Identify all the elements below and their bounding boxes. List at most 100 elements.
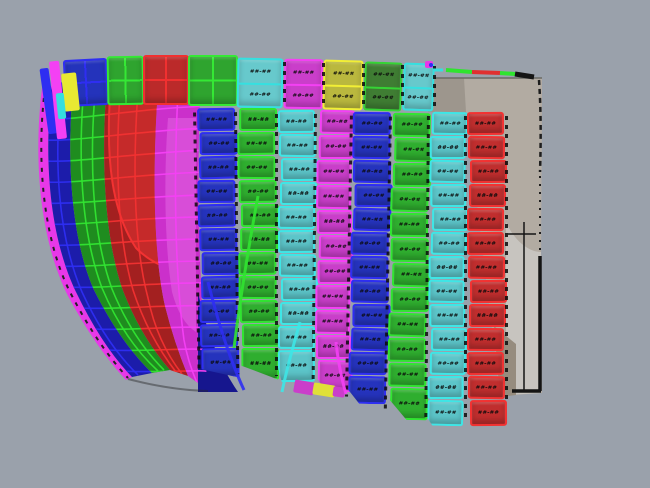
plate[interactable]: ##-## xyxy=(428,279,465,304)
plate[interactable]: ##-## xyxy=(200,275,240,300)
plate[interactable]: ##-## xyxy=(237,155,276,180)
band-plate-lower-cell[interactable]: ##-## xyxy=(239,83,281,107)
band-plate-lower-cell[interactable]: ##-## xyxy=(286,84,321,108)
plate[interactable]: ##-## xyxy=(352,207,392,232)
plate[interactable]: ##-## xyxy=(241,348,279,380)
plate[interactable]: ##-## xyxy=(467,375,506,400)
deck-blob-blue[interactable] xyxy=(429,63,433,67)
plate[interactable]: ##-## xyxy=(469,399,508,427)
band-plate-upper-cell[interactable]: ##-## xyxy=(324,61,362,88)
plate[interactable]: ##-## xyxy=(317,209,353,234)
plate[interactable]: ##-## xyxy=(314,309,351,335)
plate[interactable]: ##-## xyxy=(238,251,277,276)
plate[interactable]: ##-## xyxy=(315,284,351,310)
plate[interactable]: ##-## xyxy=(240,227,279,251)
plate[interactable]: ##-## xyxy=(469,279,508,304)
plate[interactable]: ##-## xyxy=(469,304,506,327)
plate[interactable]: ##-## xyxy=(467,135,506,160)
bottom-sliver-magenta-2[interactable] xyxy=(332,386,346,398)
plate[interactable]: ##-## xyxy=(430,231,468,256)
band-plate-6[interactable]: ##-## ##-## xyxy=(283,58,324,110)
plate[interactable]: ##-## xyxy=(199,227,238,252)
plate[interactable]: ##-## xyxy=(348,351,387,376)
plate[interactable]: ##-## xyxy=(390,187,429,213)
band-plate-9[interactable]: ##-## ##-## xyxy=(402,62,435,112)
plate[interactable]: ##-## xyxy=(239,107,278,131)
plate[interactable]: ##-## xyxy=(277,229,316,254)
plate[interactable]: ##-## xyxy=(387,337,426,363)
plate[interactable]: ##-## xyxy=(429,351,467,376)
band-plate-5[interactable]: ##-## ##-## xyxy=(236,57,284,109)
band-plate-upper-cell[interactable]: ##-## xyxy=(238,59,282,86)
plate[interactable]: ##-## xyxy=(469,159,508,184)
band-plate-3[interactable] xyxy=(143,55,189,105)
plate[interactable]: ##-## xyxy=(430,327,468,352)
plate[interactable]: ##-## xyxy=(390,287,429,313)
plate[interactable]: ##-## xyxy=(352,135,391,160)
plate[interactable]: ##-## xyxy=(467,255,506,280)
plate[interactable]: ##-## xyxy=(427,400,464,427)
plate[interactable]: ##-## xyxy=(431,111,469,136)
plate[interactable]: ##-## xyxy=(278,350,315,382)
plate[interactable]: ##-## xyxy=(429,159,466,184)
plate[interactable]: ##-## xyxy=(277,325,316,350)
band-plate-4[interactable] xyxy=(188,55,238,106)
plate[interactable]: ##-## xyxy=(199,323,239,348)
plate[interactable]: ##-## xyxy=(392,162,432,188)
plate[interactable]: ##-## xyxy=(199,299,238,324)
plate[interactable]: ##-## xyxy=(466,231,505,256)
plate[interactable]: ##-## xyxy=(201,348,240,379)
plate[interactable]: ##-## xyxy=(199,131,238,156)
plate[interactable]: ##-## xyxy=(316,184,352,210)
plate[interactable]: ##-## xyxy=(352,159,392,184)
plate[interactable]: ##-## xyxy=(237,131,276,156)
plate[interactable]: ##-## xyxy=(197,179,236,204)
plate[interactable]: ##-## xyxy=(430,183,467,208)
plate[interactable]: ##-## xyxy=(350,279,390,304)
plate[interactable]: ##-## xyxy=(238,275,277,300)
band-plate-upper-cell[interactable]: ##-## xyxy=(285,60,322,87)
plate[interactable]: ##-## xyxy=(350,255,389,280)
plate[interactable]: ##-## xyxy=(350,231,389,256)
plate[interactable]: ##-## xyxy=(197,107,236,132)
plate[interactable]: ##-## xyxy=(390,388,429,421)
plate[interactable]: ##-## xyxy=(428,255,465,279)
plate[interactable]: ##-## xyxy=(429,135,466,159)
plate[interactable]: ##-## xyxy=(466,207,505,232)
plate[interactable]: ##-## xyxy=(197,203,237,228)
plate[interactable]: ##-## xyxy=(277,205,316,230)
band-plate-lower-cell[interactable]: ##-## xyxy=(324,85,361,109)
plate[interactable]: ##-## xyxy=(350,327,390,352)
plate[interactable]: ##-## xyxy=(201,251,240,276)
plate[interactable]: ##-## xyxy=(238,179,277,204)
plate[interactable]: ##-## xyxy=(389,212,429,238)
plate[interactable]: ##-## xyxy=(466,327,505,352)
plate[interactable]: ##-## xyxy=(278,133,317,158)
plate[interactable]: ##-## xyxy=(466,111,505,136)
band-plate-2[interactable] xyxy=(106,55,145,106)
band-plate-7[interactable]: ##-## ##-## xyxy=(322,59,364,111)
plate[interactable]: ##-## xyxy=(316,159,352,185)
plate[interactable]: ##-## xyxy=(429,303,466,328)
plate[interactable]: ##-## xyxy=(280,182,317,205)
plate[interactable]: ##-## xyxy=(469,184,506,207)
plate[interactable]: ##-## xyxy=(431,207,469,232)
plate[interactable]: ##-## xyxy=(387,312,427,338)
plate[interactable]: ##-## xyxy=(352,111,391,136)
plate[interactable]: ##-## xyxy=(278,253,317,278)
plate[interactable]: ##-## xyxy=(388,362,427,388)
plate-label: ##-## xyxy=(398,221,420,228)
band-plate-lower-cell[interactable]: ##-## xyxy=(365,86,400,110)
plate[interactable]: ##-## xyxy=(392,112,431,138)
plate[interactable]: ##-## xyxy=(240,203,280,228)
plate[interactable]: ##-## xyxy=(348,376,386,405)
plate[interactable]: ##-## xyxy=(277,109,316,134)
plate[interactable]: ##-## xyxy=(427,375,464,399)
plate[interactable]: ##-## xyxy=(466,351,505,376)
plate[interactable]: ##-## xyxy=(198,155,238,180)
plate[interactable]: ##-## xyxy=(239,299,278,324)
band-plate-lower-cell[interactable]: ##-## xyxy=(404,87,432,110)
plate[interactable]: ##-## xyxy=(390,237,429,263)
band-plate-8[interactable]: ##-## ##-## xyxy=(363,61,403,112)
